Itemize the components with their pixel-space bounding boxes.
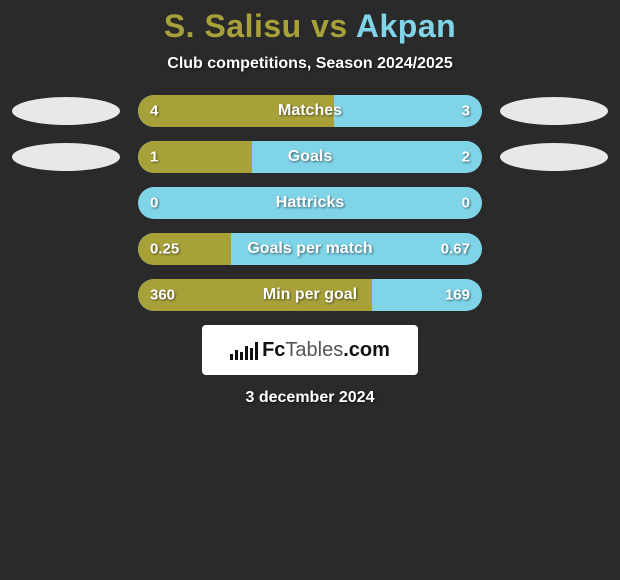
stat-bar: 1 Goals 2 — [138, 141, 482, 173]
title-player2: Akpan — [356, 8, 456, 44]
stat-left-value: 1 — [150, 149, 158, 166]
stat-row: 360 Min per goal 169 — [0, 279, 620, 311]
right-marker-ellipse — [500, 143, 608, 171]
title-player1: S. Salisu — [164, 8, 302, 44]
stat-left-value: 0 — [150, 195, 158, 212]
date-label: 3 december 2024 — [0, 389, 620, 407]
stat-label: Hattricks — [276, 194, 344, 212]
logo-part-fc: Fc — [262, 339, 285, 361]
stat-bar: 4 Matches 3 — [138, 95, 482, 127]
stat-row: 0 Hattricks 0 — [0, 187, 620, 219]
stat-left-value: 4 — [150, 103, 158, 120]
stat-label: Goals — [288, 148, 332, 166]
right-marker-spacer — [500, 189, 608, 217]
stat-row: 1 Goals 2 — [0, 141, 620, 173]
right-marker-spacer — [500, 235, 608, 263]
chart-icon — [230, 340, 258, 360]
title-vs: vs — [302, 8, 356, 44]
right-marker-spacer — [500, 281, 608, 309]
logo-box[interactable]: FcTables.com — [202, 325, 418, 375]
stat-label: Goals per match — [247, 240, 372, 258]
stat-bar: 360 Min per goal 169 — [138, 279, 482, 311]
logo-part-tables: Tables — [285, 339, 343, 361]
subtitle: Club competitions, Season 2024/2025 — [0, 55, 620, 73]
stat-label: Matches — [278, 102, 342, 120]
left-marker-ellipse — [12, 97, 120, 125]
stat-row: 4 Matches 3 — [0, 95, 620, 127]
left-marker-spacer — [12, 281, 120, 309]
stat-right-value: 0.67 — [441, 241, 470, 258]
comparison-chart: S. Salisu vs Akpan Club competitions, Se… — [0, 0, 620, 407]
left-marker-spacer — [12, 189, 120, 217]
stat-bar: 0 Hattricks 0 — [138, 187, 482, 219]
stat-right-value: 169 — [445, 287, 470, 304]
logo-text: FcTables.com — [262, 339, 390, 362]
logo-part-com: .com — [343, 339, 390, 361]
page-title: S. Salisu vs Akpan — [0, 8, 620, 45]
right-marker-ellipse — [500, 97, 608, 125]
left-marker-spacer — [12, 235, 120, 263]
stat-label: Min per goal — [263, 286, 357, 304]
stat-right-value: 3 — [462, 103, 470, 120]
stat-left-value: 360 — [150, 287, 175, 304]
stat-left-value: 0.25 — [150, 241, 179, 258]
stat-right-value: 0 — [462, 195, 470, 212]
stats-list: 4 Matches 3 1 Goals 2 0 Hattricks 0 0.25 Goals per… — [0, 95, 620, 311]
left-marker-ellipse — [12, 143, 120, 171]
stat-row: 0.25 Goals per match 0.67 — [0, 233, 620, 265]
stat-right-value: 2 — [462, 149, 470, 166]
stat-bar: 0.25 Goals per match 0.67 — [138, 233, 482, 265]
